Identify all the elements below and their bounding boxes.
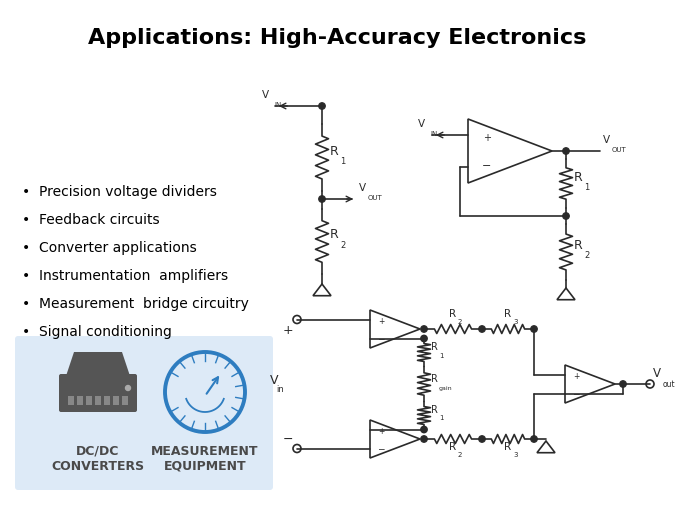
Text: OUT: OUT (612, 147, 627, 153)
Bar (95, 396, 101, 405)
Text: +: + (378, 316, 385, 325)
Text: Applications: High-Accuracy Electronics: Applications: High-Accuracy Electronics (88, 28, 586, 48)
Text: V: V (262, 90, 269, 100)
Circle shape (319, 104, 325, 110)
Text: R: R (330, 228, 339, 241)
Text: 1: 1 (439, 352, 443, 358)
Circle shape (563, 148, 569, 155)
Circle shape (421, 426, 427, 433)
Text: 2: 2 (584, 250, 589, 260)
Text: R: R (431, 342, 438, 352)
Text: −: − (377, 443, 385, 452)
Text: −: − (482, 161, 491, 171)
Circle shape (126, 386, 130, 391)
Text: −: − (377, 333, 385, 342)
Circle shape (319, 196, 325, 203)
Text: •  Measurement  bridge circuitry: • Measurement bridge circuitry (22, 296, 249, 311)
Text: V: V (653, 366, 661, 379)
Text: +: + (378, 426, 385, 435)
Text: R: R (504, 441, 511, 451)
Circle shape (421, 326, 427, 332)
Text: +: + (283, 323, 294, 336)
Text: V: V (269, 373, 278, 386)
Text: IN: IN (274, 102, 281, 108)
Text: R: R (574, 238, 583, 251)
Circle shape (531, 326, 537, 332)
Text: R: R (330, 144, 339, 157)
Circle shape (421, 336, 427, 342)
Text: −: − (283, 432, 293, 445)
Text: in: in (276, 385, 284, 394)
Circle shape (479, 436, 485, 442)
Text: R: R (449, 309, 456, 318)
Bar (68, 396, 74, 405)
Text: •  Feedback circuits: • Feedback circuits (22, 213, 159, 227)
Text: V: V (359, 183, 366, 192)
FancyBboxPatch shape (59, 374, 137, 412)
Text: R: R (504, 309, 511, 318)
Text: •  Converter applications: • Converter applications (22, 240, 196, 255)
Text: IN: IN (430, 131, 437, 137)
Text: R: R (431, 405, 438, 415)
Text: +: + (573, 371, 579, 380)
Text: R: R (431, 373, 438, 383)
Text: 2: 2 (458, 451, 462, 457)
Text: 3: 3 (513, 451, 518, 457)
Bar (104, 396, 110, 405)
Circle shape (479, 326, 485, 332)
Text: •  Precision voltage dividers: • Precision voltage dividers (22, 185, 217, 198)
Text: 2: 2 (340, 240, 345, 249)
Text: out: out (663, 379, 675, 388)
Circle shape (620, 381, 626, 387)
Text: OUT: OUT (368, 194, 383, 200)
Text: •  Signal conditioning: • Signal conditioning (22, 324, 172, 338)
Text: DC/DC
CONVERTERS: DC/DC CONVERTERS (51, 444, 144, 472)
Text: •  Instrumentation  amplifiers: • Instrumentation amplifiers (22, 269, 228, 282)
Polygon shape (66, 352, 130, 376)
Bar (122, 396, 128, 405)
Text: gain: gain (439, 385, 453, 390)
Bar (113, 396, 119, 405)
Text: V: V (603, 135, 610, 145)
Text: 2: 2 (458, 318, 462, 324)
Text: 1: 1 (584, 182, 589, 191)
Text: MEASUREMENT
EQUIPMENT: MEASUREMENT EQUIPMENT (151, 444, 259, 472)
FancyBboxPatch shape (15, 336, 273, 490)
Text: −: − (572, 388, 580, 397)
Text: V: V (418, 119, 425, 129)
Text: +: + (483, 132, 491, 142)
Text: R: R (574, 170, 583, 183)
Text: 3: 3 (513, 318, 518, 324)
Circle shape (421, 436, 427, 442)
Text: 1: 1 (340, 156, 345, 165)
Text: 1: 1 (439, 415, 443, 421)
Bar (77, 396, 83, 405)
Circle shape (563, 214, 569, 220)
Bar (86, 396, 92, 405)
Circle shape (531, 436, 537, 442)
Text: R: R (449, 441, 456, 451)
